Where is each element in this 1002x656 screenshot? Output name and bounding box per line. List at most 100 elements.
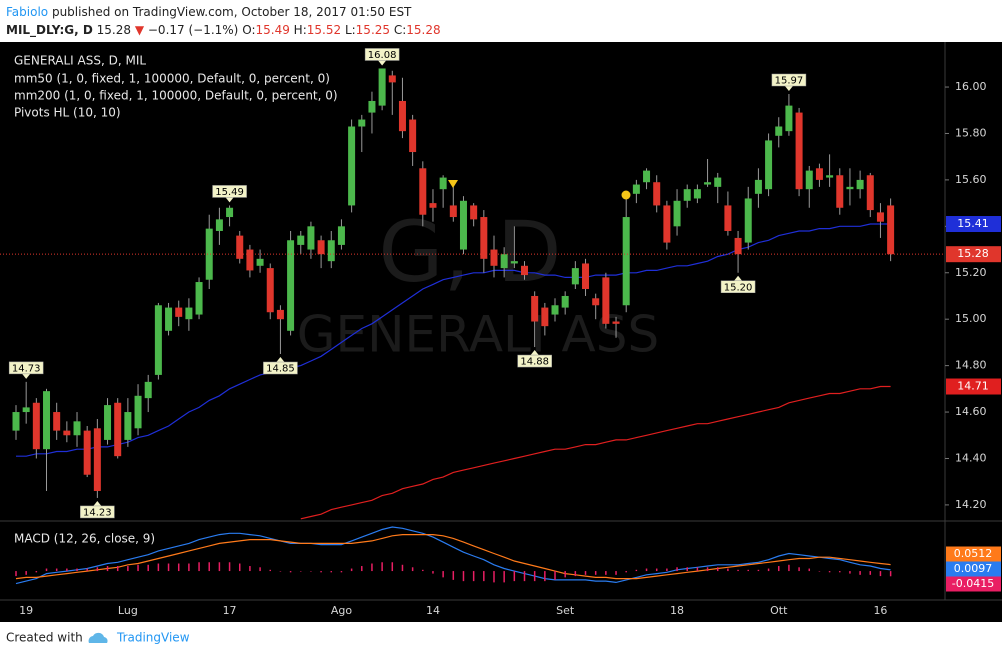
pivot-label: 14.85 bbox=[266, 364, 295, 375]
y-tick-label: 14.20 bbox=[955, 498, 987, 511]
macd-histogram-bar bbox=[757, 569, 760, 572]
macd-histogram-bar bbox=[188, 563, 190, 572]
price-tag-label: 15.28 bbox=[957, 247, 989, 260]
candle-body bbox=[744, 198, 752, 243]
candle-body bbox=[449, 205, 457, 218]
candle-body bbox=[114, 402, 122, 457]
pivot-label: 15.20 bbox=[724, 282, 753, 293]
y-tick-label: 15.00 bbox=[955, 312, 987, 325]
candle-body bbox=[866, 175, 874, 211]
footer-created: Created with bbox=[6, 631, 83, 645]
candle-body bbox=[83, 430, 91, 475]
candle-body bbox=[226, 207, 234, 218]
author-link[interactable]: Fabiolo bbox=[6, 5, 48, 19]
candle-body bbox=[836, 175, 844, 208]
candle-body bbox=[175, 307, 183, 317]
macd-histogram-bar bbox=[25, 571, 27, 575]
close-value: 15.28 bbox=[406, 23, 440, 37]
macd-histogram-bar bbox=[615, 571, 617, 575]
macd-histogram-bar bbox=[503, 571, 505, 583]
y-tick-label: 16.00 bbox=[955, 80, 987, 93]
macd-tag-label: 0.0097 bbox=[954, 562, 993, 575]
macd-histogram-bar bbox=[259, 567, 261, 572]
macd-line bbox=[15, 534, 891, 580]
macd-histogram-bar bbox=[706, 567, 709, 572]
x-tick-label: Lug bbox=[118, 604, 138, 617]
macd-histogram-bar bbox=[279, 571, 282, 572]
candle-body bbox=[592, 298, 600, 306]
macd-histogram-bar bbox=[605, 571, 607, 575]
pivot-box bbox=[517, 354, 552, 368]
candle-body bbox=[165, 307, 173, 331]
candle-body bbox=[398, 100, 406, 132]
pivot-box bbox=[364, 48, 400, 61]
macd-histogram-bar bbox=[96, 567, 99, 572]
macd-tag bbox=[946, 561, 1001, 577]
candle-body bbox=[388, 75, 396, 83]
candle-body bbox=[93, 428, 101, 491]
macd-histogram-bar bbox=[249, 566, 251, 572]
watermark: G, D bbox=[378, 203, 561, 301]
macd-histogram-bar bbox=[432, 571, 434, 574]
candle-body bbox=[459, 200, 467, 250]
candle-body bbox=[429, 203, 437, 208]
candle-body bbox=[419, 168, 427, 215]
macd-histogram-bar bbox=[655, 568, 658, 572]
candle-body bbox=[704, 182, 712, 185]
candle-body bbox=[551, 305, 559, 315]
price-tag bbox=[946, 216, 1001, 233]
macd-histogram-bar bbox=[666, 568, 668, 572]
low-label: L: bbox=[345, 23, 356, 37]
candle-body bbox=[276, 309, 284, 320]
low-value: 15.25 bbox=[356, 23, 390, 37]
symbol-line: MIL_DLY:G, D 15.28 ▼ −0.17 (−1.1%) O:15.… bbox=[6, 23, 441, 38]
candle-body bbox=[765, 140, 773, 190]
macd-histogram-bar bbox=[889, 571, 892, 577]
macd-histogram-bar bbox=[513, 571, 516, 582]
footer-logo bbox=[88, 632, 108, 643]
macd-histogram-bar bbox=[218, 562, 221, 572]
macd-histogram-bar bbox=[594, 571, 597, 575]
candle-body bbox=[53, 412, 61, 431]
logo-icon bbox=[88, 632, 108, 643]
open-label: O: bbox=[242, 23, 255, 37]
candle-body bbox=[195, 282, 203, 315]
macd-histogram-bar bbox=[198, 562, 200, 572]
macd-histogram-bar bbox=[422, 569, 424, 572]
candle-body bbox=[327, 240, 335, 262]
candle-body bbox=[317, 240, 325, 255]
macd-histogram-bar bbox=[167, 563, 170, 572]
candle-body bbox=[246, 249, 254, 271]
symbol: MIL_DLY:G, D bbox=[6, 23, 93, 38]
candle-body bbox=[612, 321, 620, 324]
macd-histogram-bar bbox=[391, 562, 394, 572]
watermark: GENERALI ASS bbox=[297, 306, 659, 364]
moving-average bbox=[16, 223, 891, 457]
candle-body bbox=[12, 412, 20, 431]
candle-body bbox=[815, 168, 823, 180]
pivot-box bbox=[8, 361, 44, 375]
macd-histogram-bar bbox=[716, 567, 719, 572]
y-tick-label: 14.80 bbox=[955, 359, 987, 372]
x-tick-label: Set bbox=[556, 604, 575, 617]
macd-histogram-bar bbox=[289, 571, 292, 573]
macd-histogram-bar bbox=[727, 568, 729, 572]
signal-marker bbox=[448, 180, 458, 188]
macd-histogram-bar bbox=[157, 563, 160, 572]
macd-tag-label: -0.0415 bbox=[952, 577, 994, 590]
footer-brand[interactable]: TradingView bbox=[116, 631, 190, 645]
macd-histogram-bar bbox=[493, 571, 495, 583]
high-value: 15.52 bbox=[307, 23, 341, 37]
candle-body bbox=[876, 212, 884, 222]
macd-histogram-bar bbox=[564, 571, 566, 578]
macd-histogram-bar bbox=[208, 562, 210, 572]
signal-marker bbox=[621, 190, 631, 200]
candle-body bbox=[43, 391, 51, 450]
pivot-pointer bbox=[93, 500, 102, 506]
open-value: 15.49 bbox=[255, 23, 289, 37]
macd-histogram-bar bbox=[483, 571, 485, 582]
macd-histogram-bar bbox=[645, 568, 648, 572]
change: −0.17 (−1.1%) bbox=[148, 23, 239, 37]
